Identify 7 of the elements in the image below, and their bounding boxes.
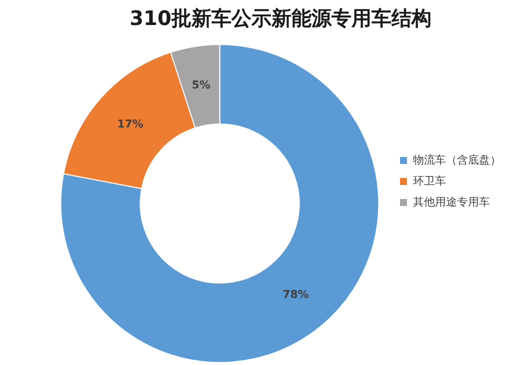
legend-label: 环卫车 <box>413 174 446 188</box>
legend-label: 其他用途专用车 <box>413 195 490 208</box>
data-label: 5% <box>192 78 210 92</box>
legend-label: 物流车（含底盘） <box>413 153 501 166</box>
data-label: 78% <box>282 288 309 302</box>
data-label: 17% <box>117 118 144 130</box>
chart-title: 310批新车公示新能源专用车结构 <box>130 6 432 30</box>
